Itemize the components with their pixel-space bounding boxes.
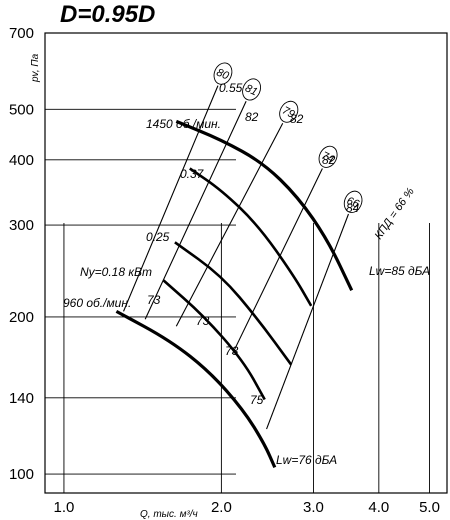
efficiency-value: 82 bbox=[290, 112, 304, 126]
efficiency-value: 73 bbox=[196, 314, 210, 328]
performance-curve bbox=[174, 241, 293, 366]
y-tick-label: 400 bbox=[9, 152, 34, 169]
y-tick-label: 100 bbox=[9, 466, 34, 483]
efficiency-line-label: 80 bbox=[215, 67, 232, 83]
efficiency-line-label: 66 bbox=[345, 195, 362, 211]
efficiency-line-label: 81 bbox=[243, 82, 259, 98]
performance-curve bbox=[115, 309, 277, 469]
y-tick-label: 140 bbox=[9, 390, 34, 407]
speed-label: 960 об./мин. bbox=[63, 296, 131, 310]
y-axis-label: pv, Па bbox=[30, 53, 41, 83]
efficiency-line bbox=[231, 168, 323, 355]
performance-curve bbox=[189, 167, 313, 307]
efficiency-line bbox=[123, 85, 219, 312]
power-label: 0.55 bbox=[219, 81, 243, 95]
efficiency-line bbox=[266, 213, 350, 430]
x-tick-label: 3.0 bbox=[303, 499, 324, 516]
efficiency-value: 73 bbox=[147, 293, 161, 307]
y-tick-label: 700 bbox=[9, 25, 34, 42]
performance-curve bbox=[175, 119, 354, 291]
y-tick-label: 500 bbox=[9, 101, 34, 118]
noise-label: Lw=76 дБА bbox=[276, 453, 337, 467]
efficiency-value: 82 bbox=[245, 110, 259, 124]
efficiency-value: 82 bbox=[322, 153, 336, 167]
efficiency-line-label: 79 bbox=[280, 105, 296, 121]
y-tick-label: 300 bbox=[9, 217, 34, 234]
y-tick-label: 200 bbox=[9, 309, 34, 326]
efficiency-circle bbox=[343, 190, 363, 214]
efficiency-circle bbox=[279, 100, 299, 123]
efficiency-circle bbox=[213, 62, 233, 85]
efficiency-value: 75 bbox=[250, 393, 264, 407]
x-tick-label: 1.0 bbox=[54, 499, 75, 516]
performance-curve bbox=[162, 279, 266, 401]
efficiency-line bbox=[144, 101, 247, 320]
efficiency-circle bbox=[318, 145, 338, 168]
efficiency-line bbox=[175, 123, 284, 327]
x-tick-label: 5.0 bbox=[419, 499, 440, 516]
x-tick-label: 2.0 bbox=[211, 499, 232, 516]
chart-title: D=0.95D bbox=[60, 1, 155, 28]
x-tick-label: 4.0 bbox=[368, 499, 389, 516]
efficiency-value: 84 bbox=[346, 201, 360, 215]
efficiency-line-label: 74 bbox=[320, 150, 336, 166]
efficiency-legend: КПД = 66 % bbox=[373, 186, 417, 242]
efficiency-value: 73 bbox=[225, 344, 239, 358]
power-label: 0.37 bbox=[180, 167, 205, 181]
x-axis-label: Q, тыс. м³/ч bbox=[140, 509, 198, 520]
noise-label: Lw=85 дБА bbox=[369, 264, 430, 278]
power-label: 0.25 bbox=[146, 230, 170, 244]
power-label: Ny=0.18 кВт bbox=[80, 265, 152, 279]
speed-label: 1450 об./мин. bbox=[146, 117, 221, 131]
plot-frame bbox=[44, 32, 448, 494]
efficiency-circle bbox=[242, 78, 262, 101]
